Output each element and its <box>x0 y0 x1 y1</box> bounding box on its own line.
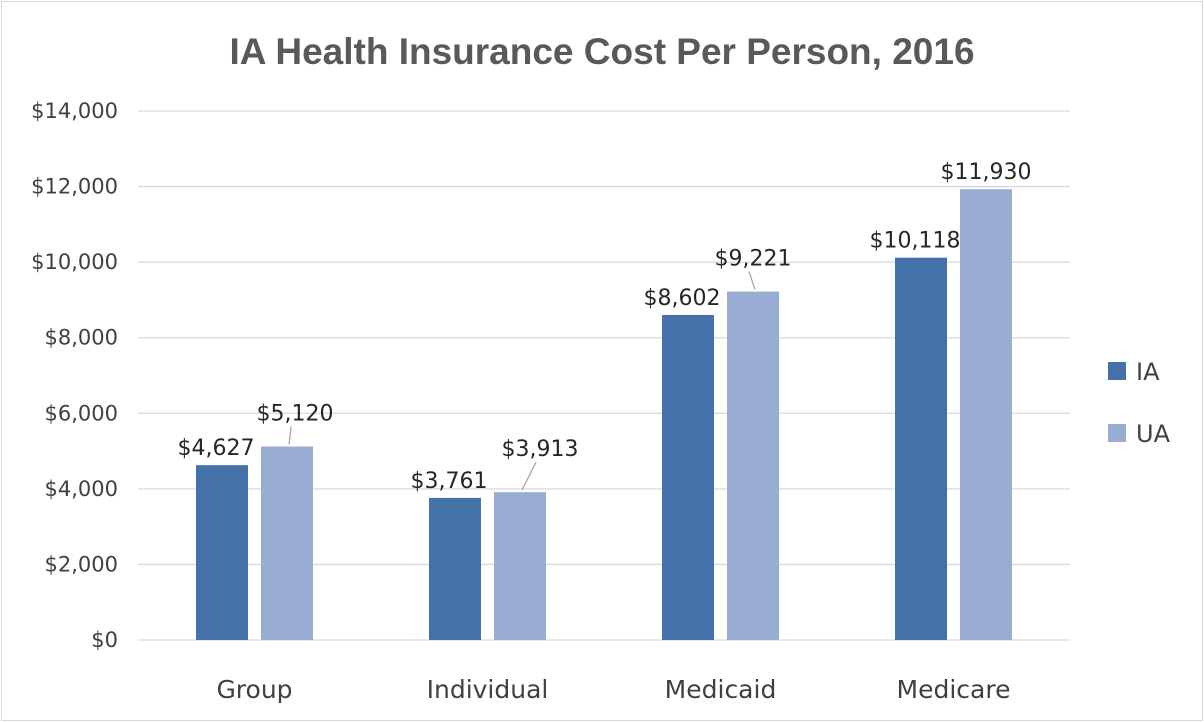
y-tick-label: $12,000 <box>31 175 118 199</box>
x-axis-categories: Group Individual Medicaid Medicare <box>216 675 1010 704</box>
legend-swatch-ia <box>1108 362 1126 380</box>
x-category-label: Medicare <box>897 675 1011 704</box>
legend-label-ua: UA <box>1136 420 1171 448</box>
bar-ia-medicaid <box>662 314 714 640</box>
y-tick-label: $4,000 <box>45 477 118 501</box>
data-label: $3,913 <box>502 437 579 462</box>
y-tick-label: $2,000 <box>45 552 118 576</box>
leader-lines <box>288 271 756 491</box>
data-label: $3,761 <box>411 469 488 494</box>
x-category-label: Medicaid <box>665 675 777 704</box>
bar-ua-individual <box>494 492 546 640</box>
bar-ia-medicare <box>895 257 947 640</box>
leader-line <box>288 426 292 445</box>
data-label: $9,221 <box>715 247 792 272</box>
bar-ua-group <box>261 446 313 640</box>
data-label: $8,602 <box>644 286 721 311</box>
y-tick-label: $8,000 <box>45 326 118 350</box>
data-label: $10,118 <box>870 229 961 254</box>
legend-label-ia: IA <box>1136 358 1160 386</box>
bar-ua-medicare <box>960 189 1012 640</box>
y-tick-label: $6,000 <box>45 401 118 425</box>
legend: IA UA <box>1108 358 1171 448</box>
leader-line <box>521 461 537 491</box>
y-tick-label: $14,000 <box>31 99 118 123</box>
y-tick-label: $10,000 <box>31 250 118 274</box>
bar-ia-individual <box>429 497 481 640</box>
bar-ia-group <box>196 465 248 640</box>
chart-title: IA Health Insurance Cost Per Person, 201… <box>229 31 974 72</box>
bars <box>196 189 1012 640</box>
y-tick-label: $0 <box>91 628 118 652</box>
leader-line <box>748 271 756 290</box>
data-label: $4,627 <box>178 436 255 461</box>
x-category-label: Group <box>216 675 292 704</box>
bar-ua-medicaid <box>727 291 779 640</box>
x-category-label: Individual <box>427 675 549 704</box>
data-label: $11,930 <box>941 160 1032 185</box>
data-labels: $4,627$5,120 $3,761 $3,913 $8,602 $9,221 $10,… <box>178 160 1032 494</box>
y-axis-ticks: $0 $2,000 $4,000 $6,000 $8,000 $10,000 $12,000… <box>31 99 118 652</box>
data-label: $5,120 <box>257 402 334 427</box>
legend-swatch-ua <box>1108 424 1126 442</box>
